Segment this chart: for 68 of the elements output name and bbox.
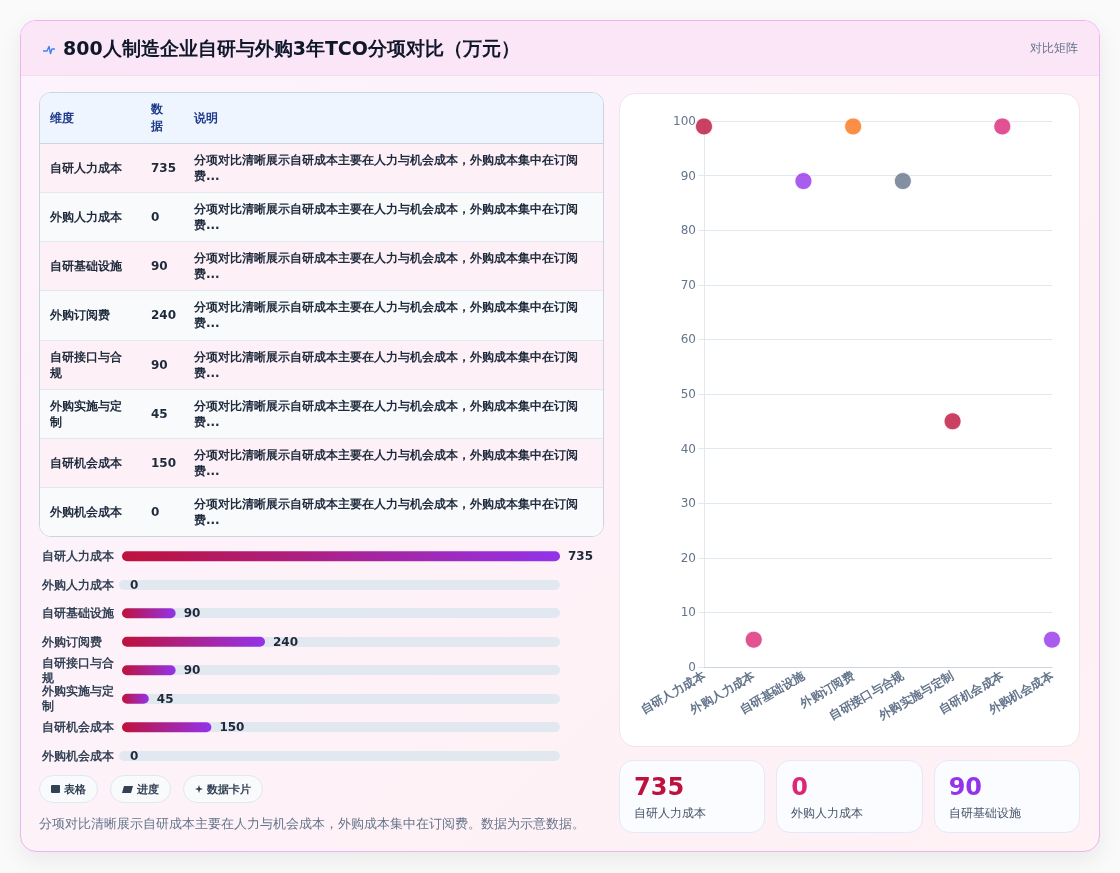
data-label: 90	[183, 663, 201, 678]
y-tick-label: 60	[680, 332, 696, 347]
data-label: 0	[130, 577, 139, 592]
y-tick-label: 80	[680, 223, 696, 238]
data-label: 90	[150, 258, 169, 276]
data-label: 0	[150, 209, 161, 227]
bar	[122, 551, 560, 562]
point	[1043, 630, 1061, 649]
data-label: 90	[183, 606, 201, 621]
y-tick-label: 0	[688, 660, 696, 674]
y-tick-label: 90	[680, 168, 696, 183]
data-label: 45	[156, 691, 174, 706]
data-label: 0	[130, 748, 139, 763]
bar	[122, 608, 176, 619]
y-tick-label: 30	[680, 496, 696, 511]
y-tick-label: 自研基础设施	[42, 606, 115, 621]
text: 分项对比清晰展示自研成本主要在人力与机会成本，外购成本集中在订阅费。数据为示意数据。	[39, 815, 585, 833]
y-tick-label: 100	[673, 114, 696, 128]
point	[943, 412, 962, 431]
text: 分项对比清晰展示自研成本主要在人力与机会成本，外购成本集中在订阅费...	[193, 348, 579, 382]
text: 分项对比清晰展示自研成本主要在人力与机会成本，外购成本集中在订阅费...	[193, 397, 579, 431]
y-tick-label: 外购机会成本	[41, 748, 115, 763]
data-label: 240	[273, 634, 299, 649]
text: 分项对比清晰展示自研成本主要在人力与机会成本，外购成本集中在订阅费...	[193, 446, 579, 480]
point	[794, 172, 813, 191]
point	[993, 117, 1012, 136]
data-label: 150	[150, 454, 178, 472]
data-label: 0	[791, 773, 810, 801]
text: 分项对比清晰展示自研成本主要在人力与机会成本，外购成本集中在订阅费...	[193, 201, 579, 235]
point	[695, 117, 713, 136]
y-tick-label: 自研机会成本	[42, 720, 115, 735]
y-tick-label: 10	[680, 605, 696, 620]
data-label: 0	[150, 503, 161, 521]
text: 分项对比清晰展示自研成本主要在人力与机会成本，外购成本集中在订阅费...	[193, 299, 579, 333]
text: 分项对比清晰展示自研成本主要在人力与机会成本，外购成本集中在订阅费...	[193, 495, 579, 529]
text: 进度	[137, 781, 159, 797]
text: 分项对比清晰展示自研成本主要在人力与机会成本，外购成本集中在订阅费...	[193, 152, 579, 186]
data-label: 240	[150, 307, 178, 325]
y-tick-label: 外购订阅费	[41, 634, 102, 649]
data-label: 735	[568, 549, 594, 564]
y-tick-label: 40	[680, 441, 696, 456]
text: 说明	[193, 109, 219, 127]
category-label: 自研人力成本	[634, 805, 707, 822]
data-label: 735	[634, 773, 686, 801]
data-label: 90	[948, 773, 984, 801]
data-label: 45	[150, 405, 169, 423]
category-label: 外购人力成本	[791, 805, 865, 822]
y-tick-label: 自研人力成本	[42, 549, 115, 564]
text: 数据	[150, 101, 164, 135]
text: 维度	[49, 109, 75, 127]
y-tick-label: 20	[680, 550, 696, 565]
y-tick-label: 外购人力成本	[41, 577, 115, 592]
data-label: 735	[150, 160, 178, 178]
text: 数据卡片	[207, 781, 251, 797]
y-tick-label: 70	[680, 277, 696, 292]
bar	[122, 722, 212, 733]
data-label: 90	[150, 356, 169, 374]
data-label: 150	[219, 720, 245, 735]
text: 分项对比清晰展示自研成本主要在人力与机会成本，外购成本集中在订阅费...	[193, 250, 579, 284]
text: 对比矩阵	[1030, 40, 1078, 57]
point	[893, 172, 912, 191]
point	[744, 630, 763, 649]
point	[844, 117, 863, 136]
y-tick-label: 50	[680, 387, 696, 401]
text: 800人制造企业自研与外购3年TCO分项对比（万元）	[63, 36, 520, 61]
category-label: 自研基础设施	[948, 805, 1022, 822]
text: 表格	[64, 781, 86, 797]
bar	[122, 665, 176, 676]
